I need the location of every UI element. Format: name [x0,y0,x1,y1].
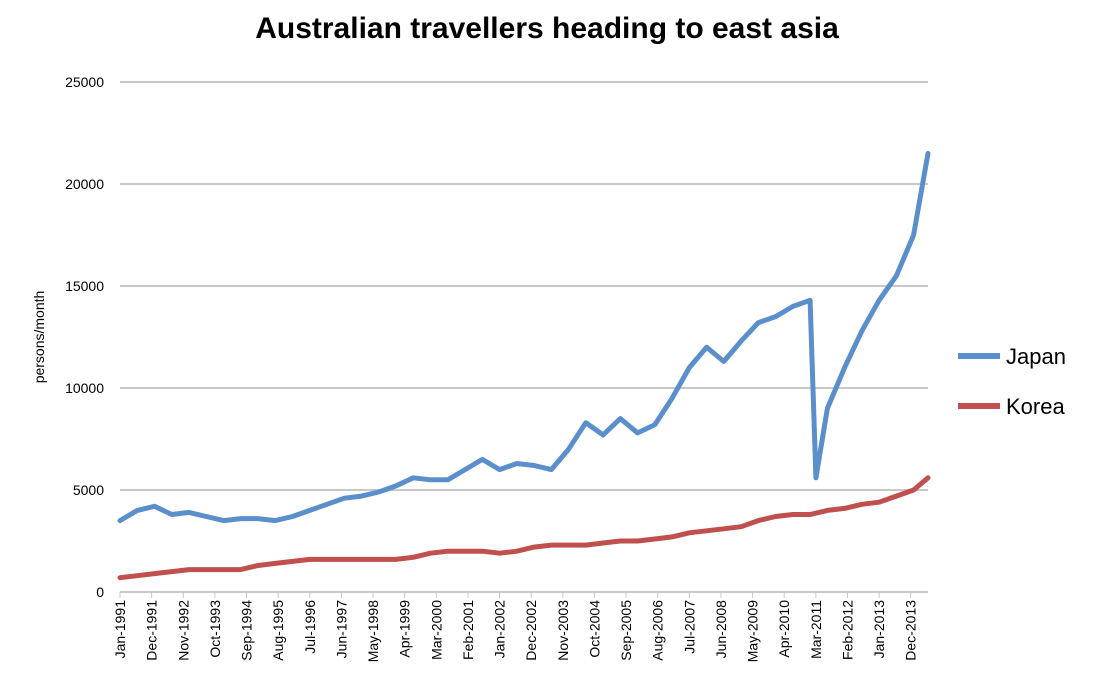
series-lines [117,150,931,581]
y-tick-label: 20000 [65,176,104,192]
x-tick-label: Jan-1991 [112,600,128,659]
x-tick-label: Apr-2010 [776,600,792,658]
legend-label-japan: Japan [1006,344,1066,369]
x-tick-label: May-1998 [365,600,381,662]
x-tick-label: Sep-2005 [618,600,634,661]
x-axis-ticks: Jan-1991 Dec-1991 Nov-1992 Oct-1993 Sep-1994… [112,592,919,662]
y-axis-label: persons/month [31,291,47,384]
x-tick-label: Dec-1991 [144,600,160,661]
x-tick-label: Jan-2013 [871,600,887,659]
series-line-japan [117,150,931,524]
x-tick-label: Oct-2004 [586,600,602,658]
x-tick-label: Feb-2001 [460,600,476,660]
legend-label-korea: Korea [1006,394,1065,419]
x-tick-label: Nov-1992 [175,600,191,661]
x-tick-label: Aug-2006 [650,600,666,661]
x-tick-label: Jun-2008 [713,600,729,659]
x-tick-label: Jul-2007 [681,600,697,654]
legend: Japan Korea [958,344,1066,419]
y-tick-label: 5000 [73,482,104,498]
x-tick-label: Nov-2003 [555,600,571,661]
gridlines [120,81,928,491]
y-axis-ticks: 0 5000 10000 15000 20000 25000 [65,74,104,600]
x-tick-label: May-2009 [745,600,761,662]
x-tick-label: Feb-2012 [839,600,855,660]
x-tick-label: Dec-2002 [523,600,539,661]
x-tick-label: Sep-1994 [239,600,255,661]
y-tick-label: 10000 [65,380,104,396]
x-tick-label: Apr-1999 [397,600,413,658]
y-tick-label: 25000 [65,74,104,90]
x-tick-label: Mar-2011 [808,600,824,659]
x-tick-label: Aug-1995 [270,600,286,661]
x-tick-label: Jan-2002 [492,600,508,659]
series-line-korea [117,475,931,581]
chart-title: Australian travellers heading to east as… [255,12,839,45]
y-tick-label: 0 [96,584,104,600]
x-tick-label: Dec-2013 [903,600,919,661]
x-tick-label: Mar-2000 [428,600,444,660]
x-tick-label: Jul-1996 [302,600,318,654]
x-tick-label: Jun-1997 [333,600,349,659]
x-tick-label: Oct-1993 [207,600,223,658]
y-tick-label: 15000 [65,278,104,294]
